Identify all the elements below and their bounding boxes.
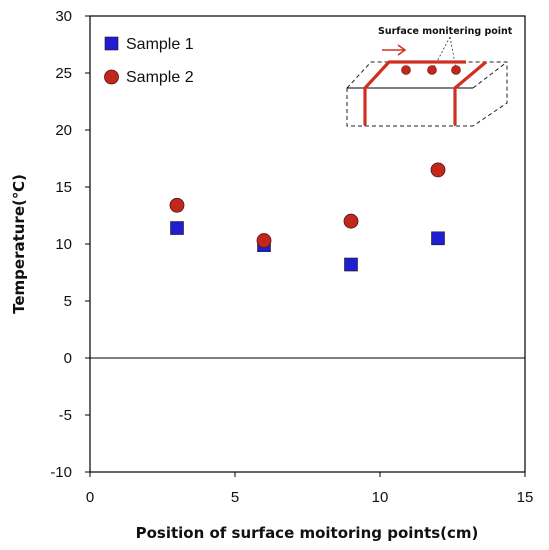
y-tick-label: 10 <box>55 236 72 253</box>
monitoring-point <box>451 65 461 75</box>
data-point-sample-1 <box>344 257 358 272</box>
box-outline <box>346 88 473 127</box>
y-tick-label: 20 <box>55 122 72 139</box>
monitoring-point <box>427 65 437 75</box>
legend-marker-sample-2 <box>104 69 119 85</box>
legend-label-sample-1: Sample 1 <box>126 36 194 53</box>
y-axis-ticks: -10 -5 0 5 10 15 20 25 30 <box>50 8 90 481</box>
legend-label-sample-2: Sample 2 <box>126 69 194 86</box>
legend: Sample 1 Sample 2 <box>104 36 194 86</box>
y-tick-label: -10 <box>50 464 72 481</box>
x-tick-label: 10 <box>372 489 389 506</box>
box-outline <box>472 61 508 89</box>
data-point-sample-1 <box>431 231 445 246</box>
data-point-sample-2 <box>343 213 359 229</box>
y-tick-label: 25 <box>55 65 72 82</box>
y-tick-label: -5 <box>59 407 72 424</box>
data-point-sample-2 <box>169 197 185 213</box>
data-point-sample-1 <box>170 221 184 235</box>
x-tick-label: 15 <box>517 489 534 506</box>
data-point-sample-2 <box>256 233 272 248</box>
y-tick-label: 0 <box>64 350 72 367</box>
y-tick-label: 5 <box>64 293 72 310</box>
monitoring-point-diagram: Surface monitering point <box>346 26 513 127</box>
heating-strip <box>363 60 466 125</box>
y-axis-title: Temperature(℃) <box>10 174 28 314</box>
legend-marker-sample-1 <box>104 36 119 51</box>
direction-arrow-head <box>397 44 407 56</box>
data-point-sample-2 <box>430 162 446 178</box>
inset-annotation-label: Surface monitering point <box>378 26 513 37</box>
x-tick-label: 0 <box>86 489 94 506</box>
x-tick-label: 5 <box>231 489 239 506</box>
plot-area <box>89 15 526 473</box>
leader-line <box>449 36 457 70</box>
data-points <box>169 162 446 272</box>
x-axis-ticks: 0 5 10 15 <box>86 472 534 506</box>
monitoring-point <box>401 65 411 75</box>
heating-strip <box>453 60 488 125</box>
y-tick-label: 15 <box>55 179 72 196</box>
y-tick-label: 30 <box>55 8 72 25</box>
x-axis-title: Position of surface moitoring points(cm) <box>136 524 479 542</box>
